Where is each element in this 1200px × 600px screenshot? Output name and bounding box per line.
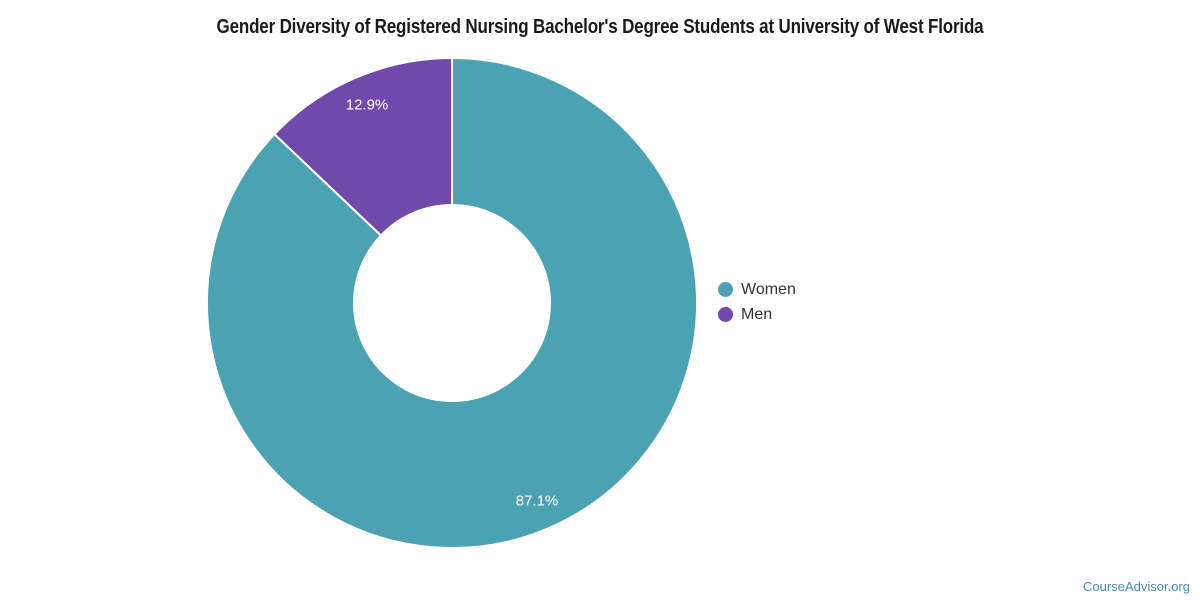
legend-label-women: Women bbox=[741, 280, 796, 298]
data-label-men: 12.9% bbox=[345, 96, 389, 114]
data-label-women: 87.1% bbox=[515, 492, 559, 510]
legend-swatch-men-icon bbox=[718, 307, 733, 322]
legend-item-women[interactable]: Women bbox=[718, 281, 796, 298]
attribution-link[interactable]: CourseAdvisor.org bbox=[1083, 579, 1190, 594]
chart-title: Gender Diversity of Registered Nursing B… bbox=[216, 16, 984, 38]
legend-swatch-women-icon bbox=[718, 282, 733, 297]
legend-label-men: Men bbox=[741, 305, 773, 323]
donut-hole bbox=[353, 204, 551, 402]
legend: Women Men bbox=[718, 281, 796, 323]
legend-item-men[interactable]: Men bbox=[718, 306, 796, 323]
